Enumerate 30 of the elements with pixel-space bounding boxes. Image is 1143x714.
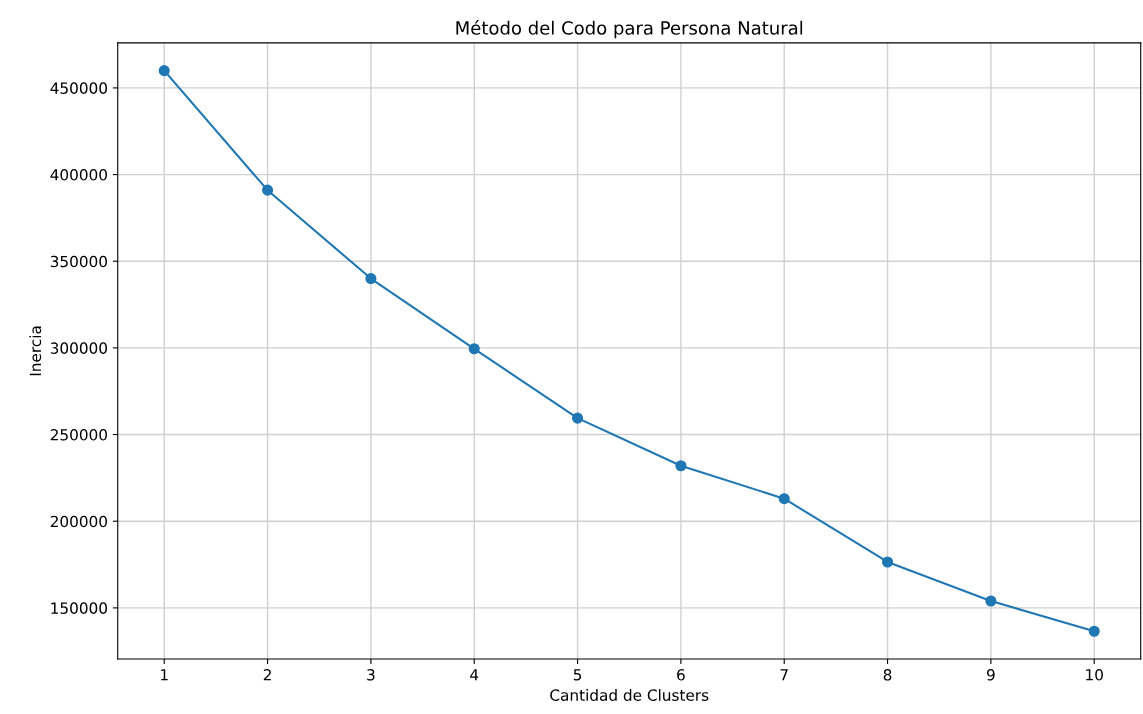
y-tick-label: 350000 (50, 255, 107, 268)
point (158, 65, 170, 77)
point (675, 460, 687, 472)
point (778, 493, 790, 505)
x-tick-label: 1 (161, 669, 168, 681)
point (881, 556, 894, 568)
y-tick-label: 400000 (50, 169, 107, 181)
y-tick-label: 300000 (50, 342, 107, 354)
y-tick-label: 200000 (50, 515, 107, 528)
x-tick-label: 7 (780, 669, 788, 681)
x-tick-label: 4 (470, 669, 479, 681)
x-tick-label: 2 (263, 669, 271, 681)
x-tick-label: 5 (573, 669, 582, 681)
point (262, 184, 274, 196)
point (1088, 625, 1100, 637)
x-axis-title: Cantidad de Clusters (550, 689, 709, 701)
y-tick-label: 250000 (50, 429, 107, 441)
x-tick-label: 6 (677, 669, 685, 681)
x-tick-label: 3 (367, 669, 375, 681)
chart-title: Método del Codo para Persona Natural (456, 20, 803, 39)
x-tick-label: 8 (883, 669, 892, 681)
point (985, 595, 997, 607)
point (571, 412, 584, 424)
y-axis-title: Inercia (29, 326, 42, 376)
x-tick-label: 10 (1086, 669, 1103, 681)
point (365, 273, 377, 285)
x-tick-label: 9 (986, 669, 995, 681)
y-tick-label: 450000 (50, 82, 107, 94)
point (468, 343, 480, 355)
y-tick-label: 150000 (51, 602, 107, 614)
